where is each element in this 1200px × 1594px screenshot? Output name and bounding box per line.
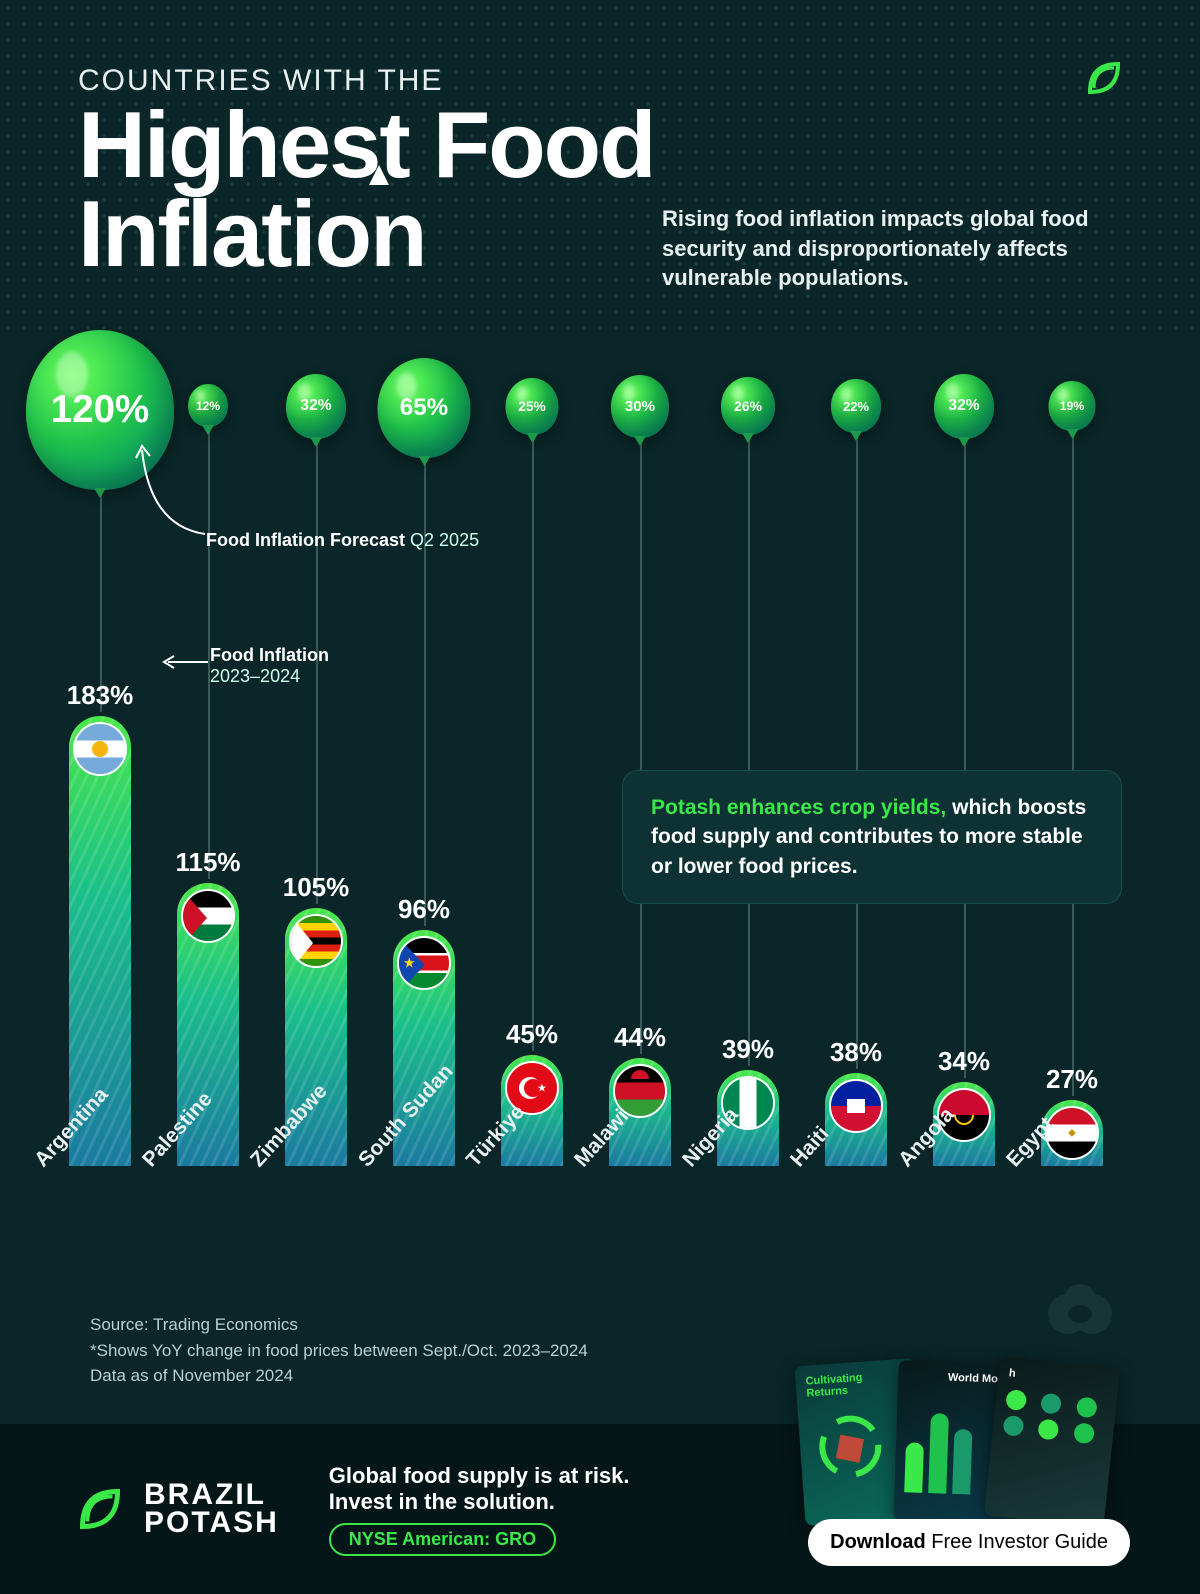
forecast-arrow-icon: [130, 438, 220, 538]
chart-column: 120% 183% Argentina: [60, 330, 140, 1166]
forecast-annotation-bold: Food Inflation Forecast: [206, 530, 405, 550]
download-rest: Free Investor Guide: [926, 1531, 1108, 1553]
thumb-2-title: World More: [908, 1370, 1008, 1385]
country-flag-icon: [73, 722, 127, 776]
inflation-value: 183%: [40, 680, 160, 711]
brand-name: BRAZIL POTASH: [144, 1481, 279, 1538]
nyse-ticker: NYSE American: GRO: [329, 1523, 556, 1556]
forecast-balloon: 12%: [188, 384, 228, 427]
source-line-2: *Shows YoY change in food prices between…: [90, 1338, 588, 1364]
balloon-string: [748, 439, 750, 1066]
header: COUNTRIES WITH THE Highest Food Inflatio…: [78, 64, 1122, 279]
inflation-value: 34%: [904, 1046, 1024, 1077]
download-bold: Download: [830, 1531, 926, 1553]
inflation-value: 105%: [256, 872, 376, 903]
chart-column: 25% 45% ★ Türkiye: [492, 330, 572, 1166]
footer-brand: BRAZIL POTASH: [70, 1479, 279, 1539]
thumb-3-title: h: [1008, 1367, 1109, 1389]
source-line-3: Data as of November 2024: [90, 1363, 588, 1389]
forecast-balloon: 22%: [831, 379, 881, 433]
forecast-balloon: 25%: [506, 378, 559, 435]
balloon-string: [424, 459, 426, 926]
thumb-3: h: [984, 1356, 1120, 1528]
footer-msg-2: Invest in the solution.: [329, 1489, 630, 1515]
inflation-value: 39%: [688, 1034, 808, 1065]
country-flag-icon: ★: [397, 936, 451, 990]
balloon-string: [640, 441, 642, 1054]
forecast-annotation: Food Inflation Forecast Q2 2025: [206, 530, 479, 551]
guide-thumbnails: Cultivating Returns World More h: [824, 1362, 1112, 1522]
thumb-1-title: Cultivating Returns: [805, 1369, 906, 1400]
forecast-balloon: 26%: [721, 377, 775, 435]
chart-column: 32% 34% Angola: [924, 330, 1004, 1166]
forecast-balloon: 65%: [378, 358, 471, 458]
chart-column: 22% 38% Haiti: [816, 330, 896, 1166]
footer-message: Global food supply is at risk. Invest in…: [329, 1463, 630, 1556]
chart-column: 26% 39% Nigeria: [708, 330, 788, 1166]
forecast-annotation-light: Q2 2025: [410, 530, 479, 550]
country-flag-icon: [289, 914, 343, 968]
brand-line-2: POTASH: [144, 1509, 279, 1538]
chart-column: 32% 105% Zimbabwe: [276, 330, 356, 1166]
forecast-balloon: 32%: [934, 374, 994, 439]
balloon-string: [1072, 436, 1074, 1096]
country-flag-icon: [181, 889, 235, 943]
title-line-2: Inflation: [78, 189, 426, 278]
forecast-balloon: 19%: [1049, 381, 1096, 432]
current-annotation-light: 2023–2024: [210, 666, 300, 686]
inflation-value: 44%: [580, 1022, 700, 1053]
chart-column: 65% 96% ★ South Sudan: [384, 330, 464, 1166]
balloon-string: [964, 442, 966, 1078]
inflation-value: 38%: [796, 1037, 916, 1068]
download-guide-button[interactable]: Download Free Investor Guide: [808, 1519, 1130, 1566]
balloon-string: [532, 439, 534, 1052]
balloon-string: [100, 486, 102, 712]
potash-callout: Potash enhances crop yields, which boost…: [622, 770, 1122, 904]
footer-msg-1: Global food supply is at risk.: [329, 1463, 630, 1489]
arrow-up-icon: [369, 165, 389, 185]
footer-logo-icon: [70, 1479, 130, 1539]
chart-column: 30% 44% Malawi: [600, 330, 680, 1166]
source-line-1: Source: Trading Economics: [90, 1312, 588, 1338]
subtitle: Rising food inflation impacts global foo…: [662, 204, 1132, 293]
current-annotation: Food Inflation 2023–2024: [210, 645, 329, 687]
callout-highlight: Potash enhances crop yields,: [651, 796, 946, 819]
source-block: Source: Trading Economics *Shows YoY cha…: [90, 1312, 588, 1389]
brand-line-1: BRAZIL: [144, 1481, 279, 1510]
inflation-value: 45%: [472, 1019, 592, 1050]
current-arrow-icon: [160, 654, 210, 670]
balloon-string: [856, 437, 858, 1069]
forecast-balloon: 30%: [611, 375, 669, 438]
title-line-1: Highest Food: [78, 100, 1122, 189]
current-annotation-bold: Food Inflation: [210, 645, 329, 665]
chart-column: 19% 27% ◆ Egypt: [1032, 330, 1112, 1166]
inflation-value: 96%: [364, 894, 484, 925]
forecast-balloon: 32%: [286, 374, 346, 439]
watermark-icon: [1040, 1278, 1120, 1338]
title-line-2-text: Inflation: [78, 181, 426, 286]
inflation-value: 115%: [148, 847, 268, 878]
